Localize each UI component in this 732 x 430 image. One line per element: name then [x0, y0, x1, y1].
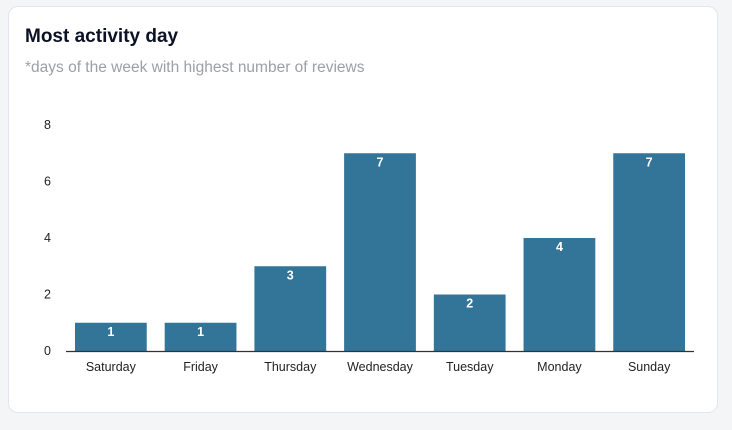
- data-label: 7: [646, 155, 653, 169]
- data-label: 2: [466, 297, 473, 311]
- x-tick-label: Wednesday: [347, 360, 414, 374]
- bar-saturday: [74, 322, 147, 351]
- x-tick-label: Friday: [183, 360, 218, 374]
- x-tick-label: Saturday: [86, 360, 137, 374]
- bar-wednesday: [344, 153, 416, 351]
- data-label: 7: [377, 155, 384, 169]
- y-tick-label: 4: [44, 231, 51, 245]
- x-tick-label: Sunday: [628, 360, 671, 374]
- y-tick-label: 2: [44, 288, 51, 302]
- data-label: 1: [107, 325, 114, 339]
- bar-tuesday: [433, 294, 506, 351]
- data-label: 4: [556, 240, 563, 254]
- x-tick-label: Thursday: [264, 360, 317, 374]
- chart-subtitle: *days of the week with highest number of…: [25, 59, 365, 76]
- bar-thursday: [254, 266, 327, 351]
- chart-title: Most activity day: [25, 26, 179, 47]
- bar-sunday: [613, 153, 686, 351]
- x-tick-label: Tuesday: [446, 360, 494, 374]
- y-tick-label: 8: [44, 118, 51, 132]
- x-tick-label: Monday: [537, 360, 582, 374]
- data-label: 3: [287, 268, 294, 282]
- bar-monday: [523, 238, 596, 351]
- data-label: 1: [197, 325, 204, 339]
- y-tick-label: 0: [44, 344, 51, 358]
- y-tick-label: 6: [44, 175, 51, 189]
- bar-friday: [164, 322, 237, 351]
